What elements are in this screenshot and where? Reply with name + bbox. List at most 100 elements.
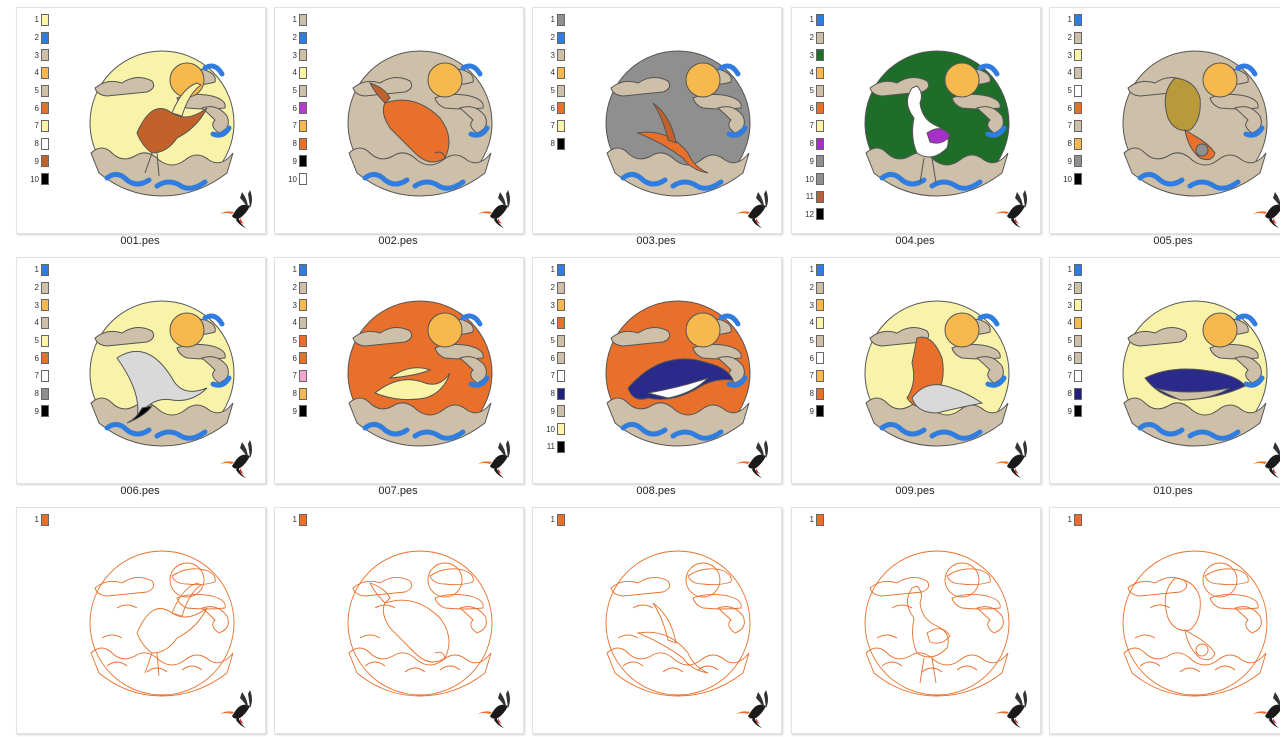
thread-color-row: 6	[1058, 99, 1082, 117]
hummingbird-logo-part	[498, 692, 506, 708]
file-thumbnail[interactable]: 1 2 3 4 5 6 7 8 9 10	[16, 7, 266, 234]
cloud-shape	[434, 343, 484, 360]
thread-color-row: 1	[541, 11, 565, 29]
file-thumbnail[interactable]: 1 2 3 4 5 6 7 8 9 10	[274, 7, 524, 234]
thread-color-number: 2	[292, 33, 297, 43]
thread-color-swatch	[41, 263, 49, 276]
thread-color-swatch	[557, 299, 565, 312]
thread-color-number: 8	[550, 389, 555, 399]
thread-color-number: 3	[292, 300, 297, 310]
thread-color-list: 1	[541, 511, 565, 529]
design-background-circle	[1122, 550, 1268, 696]
file-thumbnail[interactable]: 1	[532, 507, 782, 734]
koi-motif	[369, 82, 450, 163]
file-name-label[interactable]: 010.pes	[1153, 485, 1193, 497]
thread-color-list: 1	[1058, 511, 1082, 529]
thread-color-row: 10	[283, 170, 307, 188]
file-thumbnail[interactable]: 1 2 3 4 5 6 7 8 9 10 11	[532, 257, 782, 484]
file-thumbnail[interactable]: 1	[791, 507, 1041, 734]
hummingbird-logo-part	[1253, 211, 1267, 214]
file-name-label[interactable]: 007.pes	[378, 485, 418, 497]
file-thumbnail[interactable]: 1	[274, 507, 524, 734]
design-background-circle	[605, 550, 751, 696]
crane-flying-motif-part	[116, 350, 208, 419]
file-thumbnail[interactable]: 1 2 3 4 5 6 7 8	[532, 7, 782, 234]
design-background-circle	[89, 550, 235, 696]
thread-color-row: 1	[1058, 11, 1082, 29]
cloud-shape	[1204, 568, 1249, 586]
wave-crest	[412, 179, 466, 191]
hummingbird-logo-part	[995, 461, 1009, 464]
wave-swirl	[881, 661, 903, 667]
design-background-circle	[864, 550, 1010, 696]
file-name-label[interactable]: 003.pes	[636, 235, 676, 247]
thread-color-list: 1 2 3 4 5 6 7 8 9 10	[283, 11, 307, 188]
file-thumbnail[interactable]: 1	[16, 507, 266, 734]
heron-motif-part	[907, 585, 949, 658]
thread-color-row: 8	[25, 135, 49, 153]
file-name-label[interactable]: 008.pes	[636, 485, 676, 497]
thread-color-number: 1	[809, 15, 814, 25]
file-thumbnail[interactable]: 1 2 3 4 5 6 7 8 9	[791, 257, 1041, 484]
dolphin-motif	[627, 358, 734, 400]
thread-color-swatch	[1074, 102, 1082, 115]
pelican-motif-part	[911, 384, 984, 414]
thread-color-swatch	[816, 208, 824, 221]
file-name-label[interactable]: 004.pes	[895, 235, 935, 247]
wave-crest	[1187, 429, 1241, 441]
file-name-label[interactable]: 005.pes	[1153, 235, 1193, 247]
wave-crest	[879, 172, 927, 187]
embroidery-design-preview	[1122, 50, 1268, 197]
wave-crest	[104, 172, 152, 187]
hummingbird-logo-part	[506, 190, 510, 208]
thread-color-swatch	[816, 334, 824, 347]
thread-color-row: 10	[25, 170, 49, 188]
sun-shape	[1202, 62, 1238, 98]
thread-color-row: 2	[1058, 279, 1082, 297]
thread-color-swatch	[41, 66, 49, 79]
file-thumbnail[interactable]: 1 2 3 4 5 6 7 8 9 10 11 12	[791, 7, 1041, 234]
sun-shape	[944, 62, 980, 98]
thread-color-swatch	[299, 352, 307, 365]
hummingbird-logo-part	[236, 216, 246, 228]
thread-color-number: 10	[1063, 174, 1072, 184]
thread-color-number: 10	[30, 174, 39, 184]
thread-color-number: 2	[809, 33, 814, 43]
wave-swirl	[1139, 661, 1161, 667]
file-thumbnail[interactable]: 1 2 3 4 5 6 7 8 9	[1049, 257, 1280, 484]
thread-color-list: 1 2 3 4 5 6 7 8 9	[1058, 261, 1082, 420]
hummingbird-logo-part	[1011, 716, 1021, 728]
cloud-shape	[1127, 577, 1188, 597]
thread-color-swatch	[299, 119, 307, 132]
file-name-label[interactable]: 002.pes	[378, 235, 418, 247]
sun-shape	[169, 312, 205, 348]
thread-color-list: 1 2 3 4 5 6 7 8 9 10 11	[541, 261, 565, 456]
thread-color-swatch	[816, 137, 824, 150]
cloud-shape	[1209, 93, 1259, 110]
file-thumbnail[interactable]: 1 2 3 4 5 6 7 8 9	[16, 257, 266, 484]
file-thumbnail[interactable]: 1 2 3 4 5 6 7 8 9	[274, 257, 524, 484]
cloud-shape	[1127, 327, 1188, 347]
thread-color-number: 3	[1067, 50, 1072, 60]
thread-color-swatch	[1074, 405, 1082, 418]
file-name-label[interactable]: 006.pes	[120, 485, 160, 497]
file-name-label[interactable]: 009.pes	[895, 485, 935, 497]
thread-color-number: 1	[292, 265, 297, 275]
thread-color-swatch	[41, 137, 49, 150]
thread-color-list: 1 2 3 4 5 6 7 8 9	[283, 261, 307, 420]
file-thumbnail[interactable]: 1	[1049, 507, 1280, 734]
wave-swirl	[921, 667, 943, 673]
thread-color-row: 10	[1058, 170, 1082, 188]
file-name-label[interactable]: 001.pes	[120, 235, 160, 247]
thread-color-number: 5	[34, 86, 39, 96]
thread-color-swatch	[816, 513, 824, 526]
cloud-shape	[692, 93, 742, 110]
thread-color-swatch	[557, 352, 565, 365]
file-thumbnail[interactable]: 1 2 3 4 5 6 7 8 9 10	[1049, 7, 1280, 234]
thread-color-swatch	[299, 31, 307, 44]
sun-shape	[944, 562, 980, 598]
thread-color-row: 1	[283, 511, 307, 529]
hummingbird-logo-icon	[736, 440, 768, 478]
outline-embroidery-design	[864, 550, 1010, 697]
